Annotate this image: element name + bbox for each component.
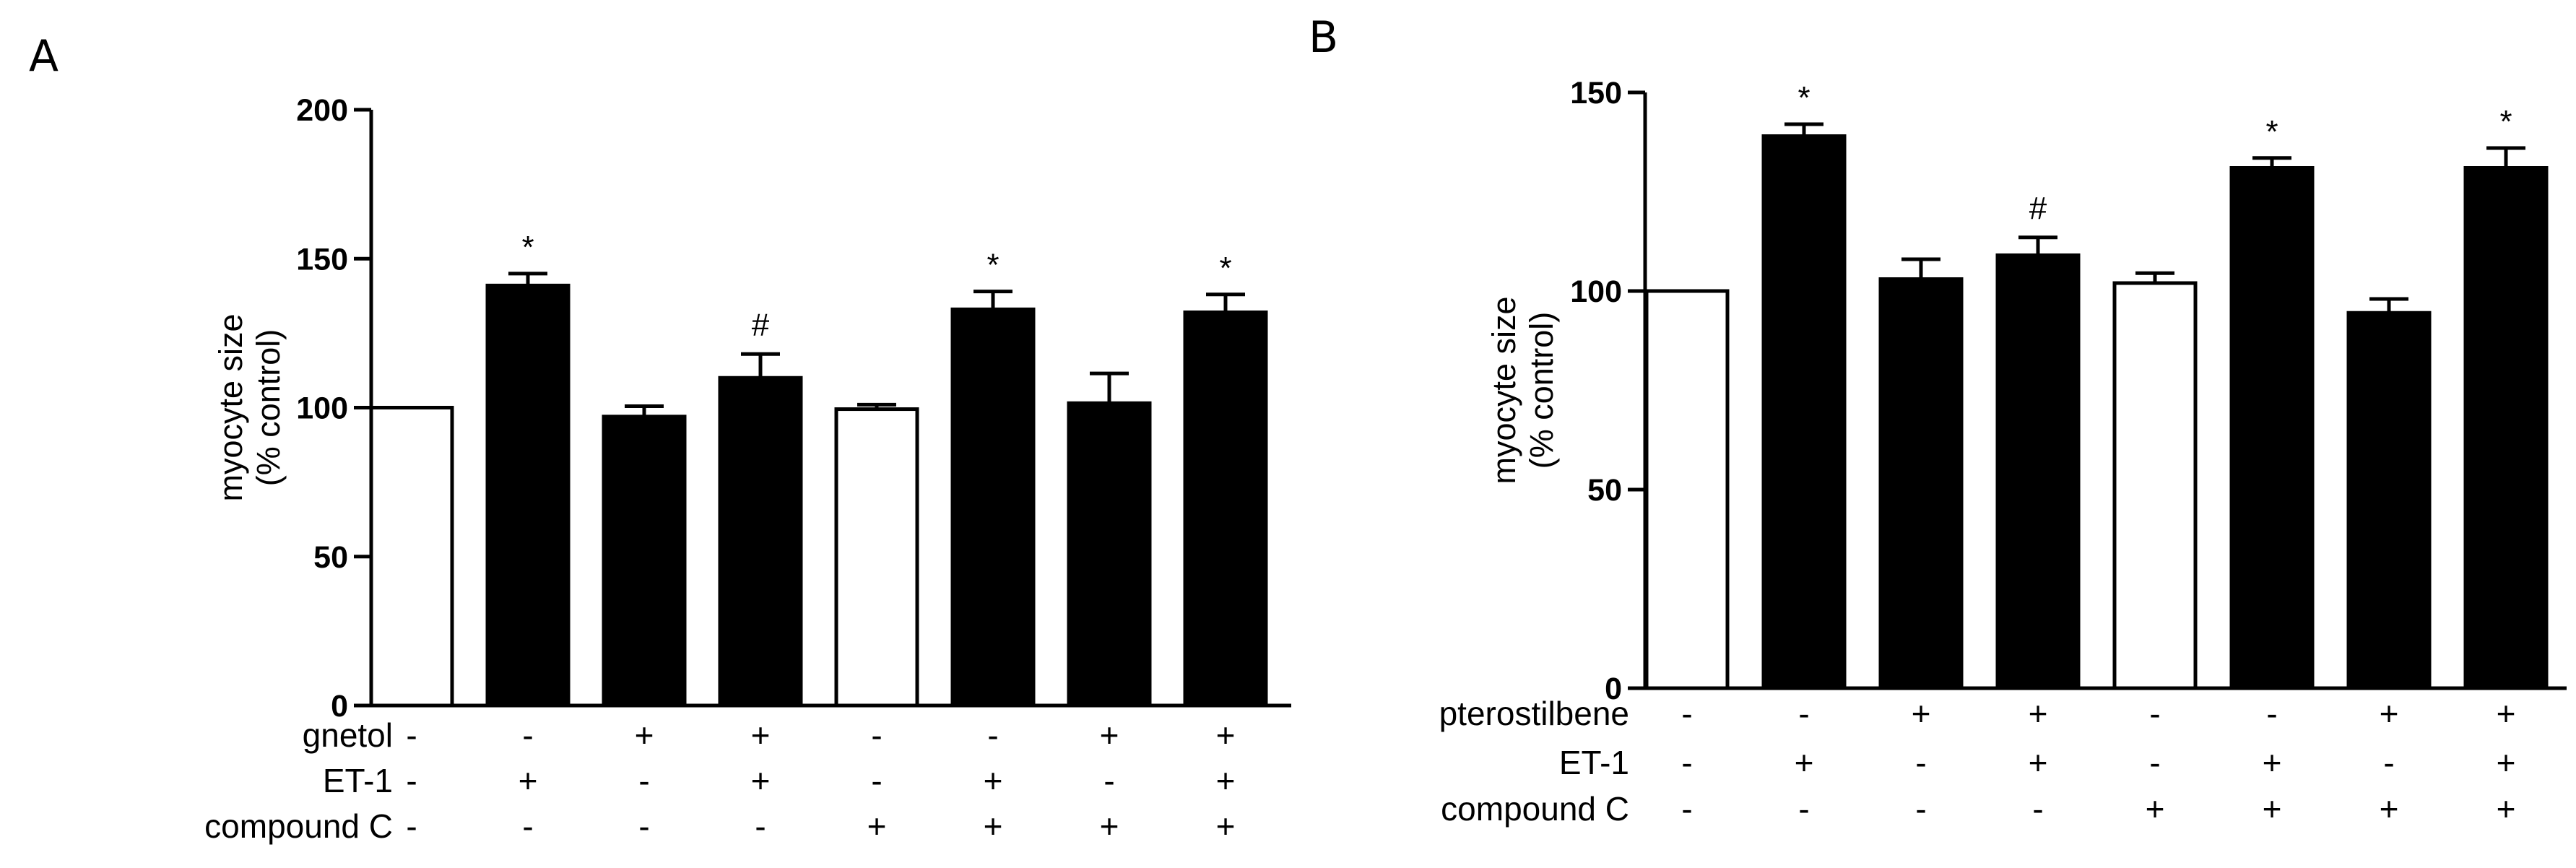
panel-b: B 0 50 100 150 myocyte size (% control) * # * * pt…	[1309, 12, 2567, 828]
a-bar	[1067, 401, 1152, 708]
b-y-tick-label: 0	[1605, 672, 1622, 706]
b-condition-sign: -	[1915, 790, 1926, 828]
a-condition-sign: +	[1216, 716, 1236, 754]
a-significance-mark: *	[986, 248, 999, 283]
a-condition-sign: +	[867, 807, 887, 845]
a-condition-label: compound C	[204, 807, 393, 845]
b-condition-sign: +	[2029, 744, 2048, 781]
a-condition-sign: -	[638, 762, 649, 799]
b-condition-sign: +	[2497, 744, 2516, 781]
a-condition-sign: -	[987, 716, 998, 754]
a-bar	[1183, 311, 1268, 708]
a-condition-sign: -	[406, 807, 417, 845]
a-significance-mark: *	[1219, 251, 1231, 286]
b-y-tick-label: 50	[1587, 473, 1622, 508]
b-condition-label: pterostilbene	[1439, 695, 1629, 732]
b-bar	[1995, 253, 2081, 690]
b-bar	[2229, 166, 2315, 690]
b-condition-sign: -	[1798, 695, 1809, 732]
a-condition-sign: -	[755, 807, 766, 845]
a-bar	[602, 415, 687, 708]
b-condition-sign: -	[2149, 744, 2160, 781]
a-y-tick-label: 150	[296, 242, 348, 277]
panel-a-letter: A	[29, 31, 58, 82]
b-condition-sign: +	[2497, 790, 2516, 828]
b-y-axis-label-line: myocyte size	[1486, 296, 1522, 484]
b-condition-sign: +	[1795, 744, 1814, 781]
a-condition-sign: -	[1103, 762, 1114, 799]
a-condition-sign: +	[751, 716, 771, 754]
a-significance-mark: *	[521, 230, 534, 265]
a-condition-sign: -	[406, 716, 417, 754]
b-y-axis-label: myocyte size (% control)	[1486, 296, 1560, 484]
b-bar	[1761, 134, 1847, 690]
a-condition-sign: +	[1100, 807, 1119, 845]
b-condition-label: compound C	[1441, 790, 1629, 828]
b-condition-sign: -	[1798, 790, 1809, 828]
a-condition-label: ET-1	[323, 762, 393, 799]
a-condition-sign: +	[635, 716, 654, 754]
a-significance-mark: #	[752, 307, 770, 342]
b-condition-sign: +	[2380, 695, 2399, 732]
b-condition-sign: +	[2263, 790, 2282, 828]
a-condition-label: gnetol	[303, 716, 393, 754]
b-y-tick-label: 100	[1570, 274, 1622, 309]
b-bar	[1644, 289, 1730, 690]
a-condition-sign: +	[1216, 762, 1236, 799]
b-condition-sign: +	[1912, 695, 1931, 732]
panel-a: A 0 50 100 150 200 myocyte size (% control) * # *…	[29, 31, 1291, 845]
a-condition-sign: +	[1216, 807, 1236, 845]
b-condition-sign: -	[2032, 790, 2043, 828]
b-significance-mark: *	[2499, 104, 2512, 139]
a-condition-sign: -	[871, 716, 882, 754]
a-y-tick-label: 50	[313, 540, 348, 575]
a-condition-sign: -	[638, 807, 649, 845]
b-bar	[1878, 277, 1964, 690]
b-condition-sign: -	[1681, 790, 1692, 828]
a-condition-sign: +	[519, 762, 538, 799]
b-significance-mark: #	[2029, 191, 2047, 226]
a-bar	[369, 406, 454, 708]
a-condition-sign: +	[984, 762, 1003, 799]
b-condition-sign: +	[2029, 695, 2048, 732]
b-condition-sign: -	[2149, 695, 2160, 732]
b-condition-sign: -	[2266, 695, 2277, 732]
b-y-tick-label: 150	[1570, 76, 1622, 110]
b-y-axis-label-line: (% control)	[1523, 312, 1560, 469]
b-condition-sign: +	[2263, 744, 2282, 781]
a-y-tick-label: 0	[331, 689, 348, 724]
b-condition-sign: +	[2380, 790, 2399, 828]
b-condition-sign: +	[2146, 790, 2165, 828]
b-condition-sign: -	[1915, 744, 1926, 781]
b-significance-mark: *	[1797, 80, 1810, 116]
a-y-axis-label-line: myocyte size	[212, 313, 249, 501]
b-bar	[2112, 281, 2198, 690]
b-condition-sign: -	[1681, 744, 1692, 781]
a-condition-sign: -	[406, 762, 417, 799]
a-condition-sign: -	[871, 762, 882, 799]
a-condition-sign: +	[751, 762, 771, 799]
b-significance-mark: *	[2265, 114, 2278, 149]
b-bar	[2463, 166, 2549, 690]
a-bar	[485, 283, 571, 708]
b-bar	[2346, 311, 2432, 690]
b-condition-label: ET-1	[1559, 744, 1629, 781]
a-condition-sign: +	[1100, 716, 1119, 754]
a-bar	[950, 307, 1036, 708]
a-bar	[834, 407, 919, 708]
a-y-axis-label: myocyte size (% control)	[212, 313, 287, 501]
b-condition-sign: +	[2497, 695, 2516, 732]
a-y-tick-label: 100	[296, 391, 348, 426]
panel-b-letter: B	[1309, 12, 1338, 63]
a-bar	[718, 376, 803, 708]
a-condition-sign: -	[522, 807, 533, 845]
a-condition-sign: -	[522, 716, 533, 754]
b-condition-sign: -	[2383, 744, 2394, 781]
a-y-axis-label-line: (% control)	[250, 329, 287, 487]
a-condition-sign: +	[984, 807, 1003, 845]
a-y-tick-label: 200	[296, 93, 348, 128]
b-condition-sign: -	[1681, 695, 1692, 732]
